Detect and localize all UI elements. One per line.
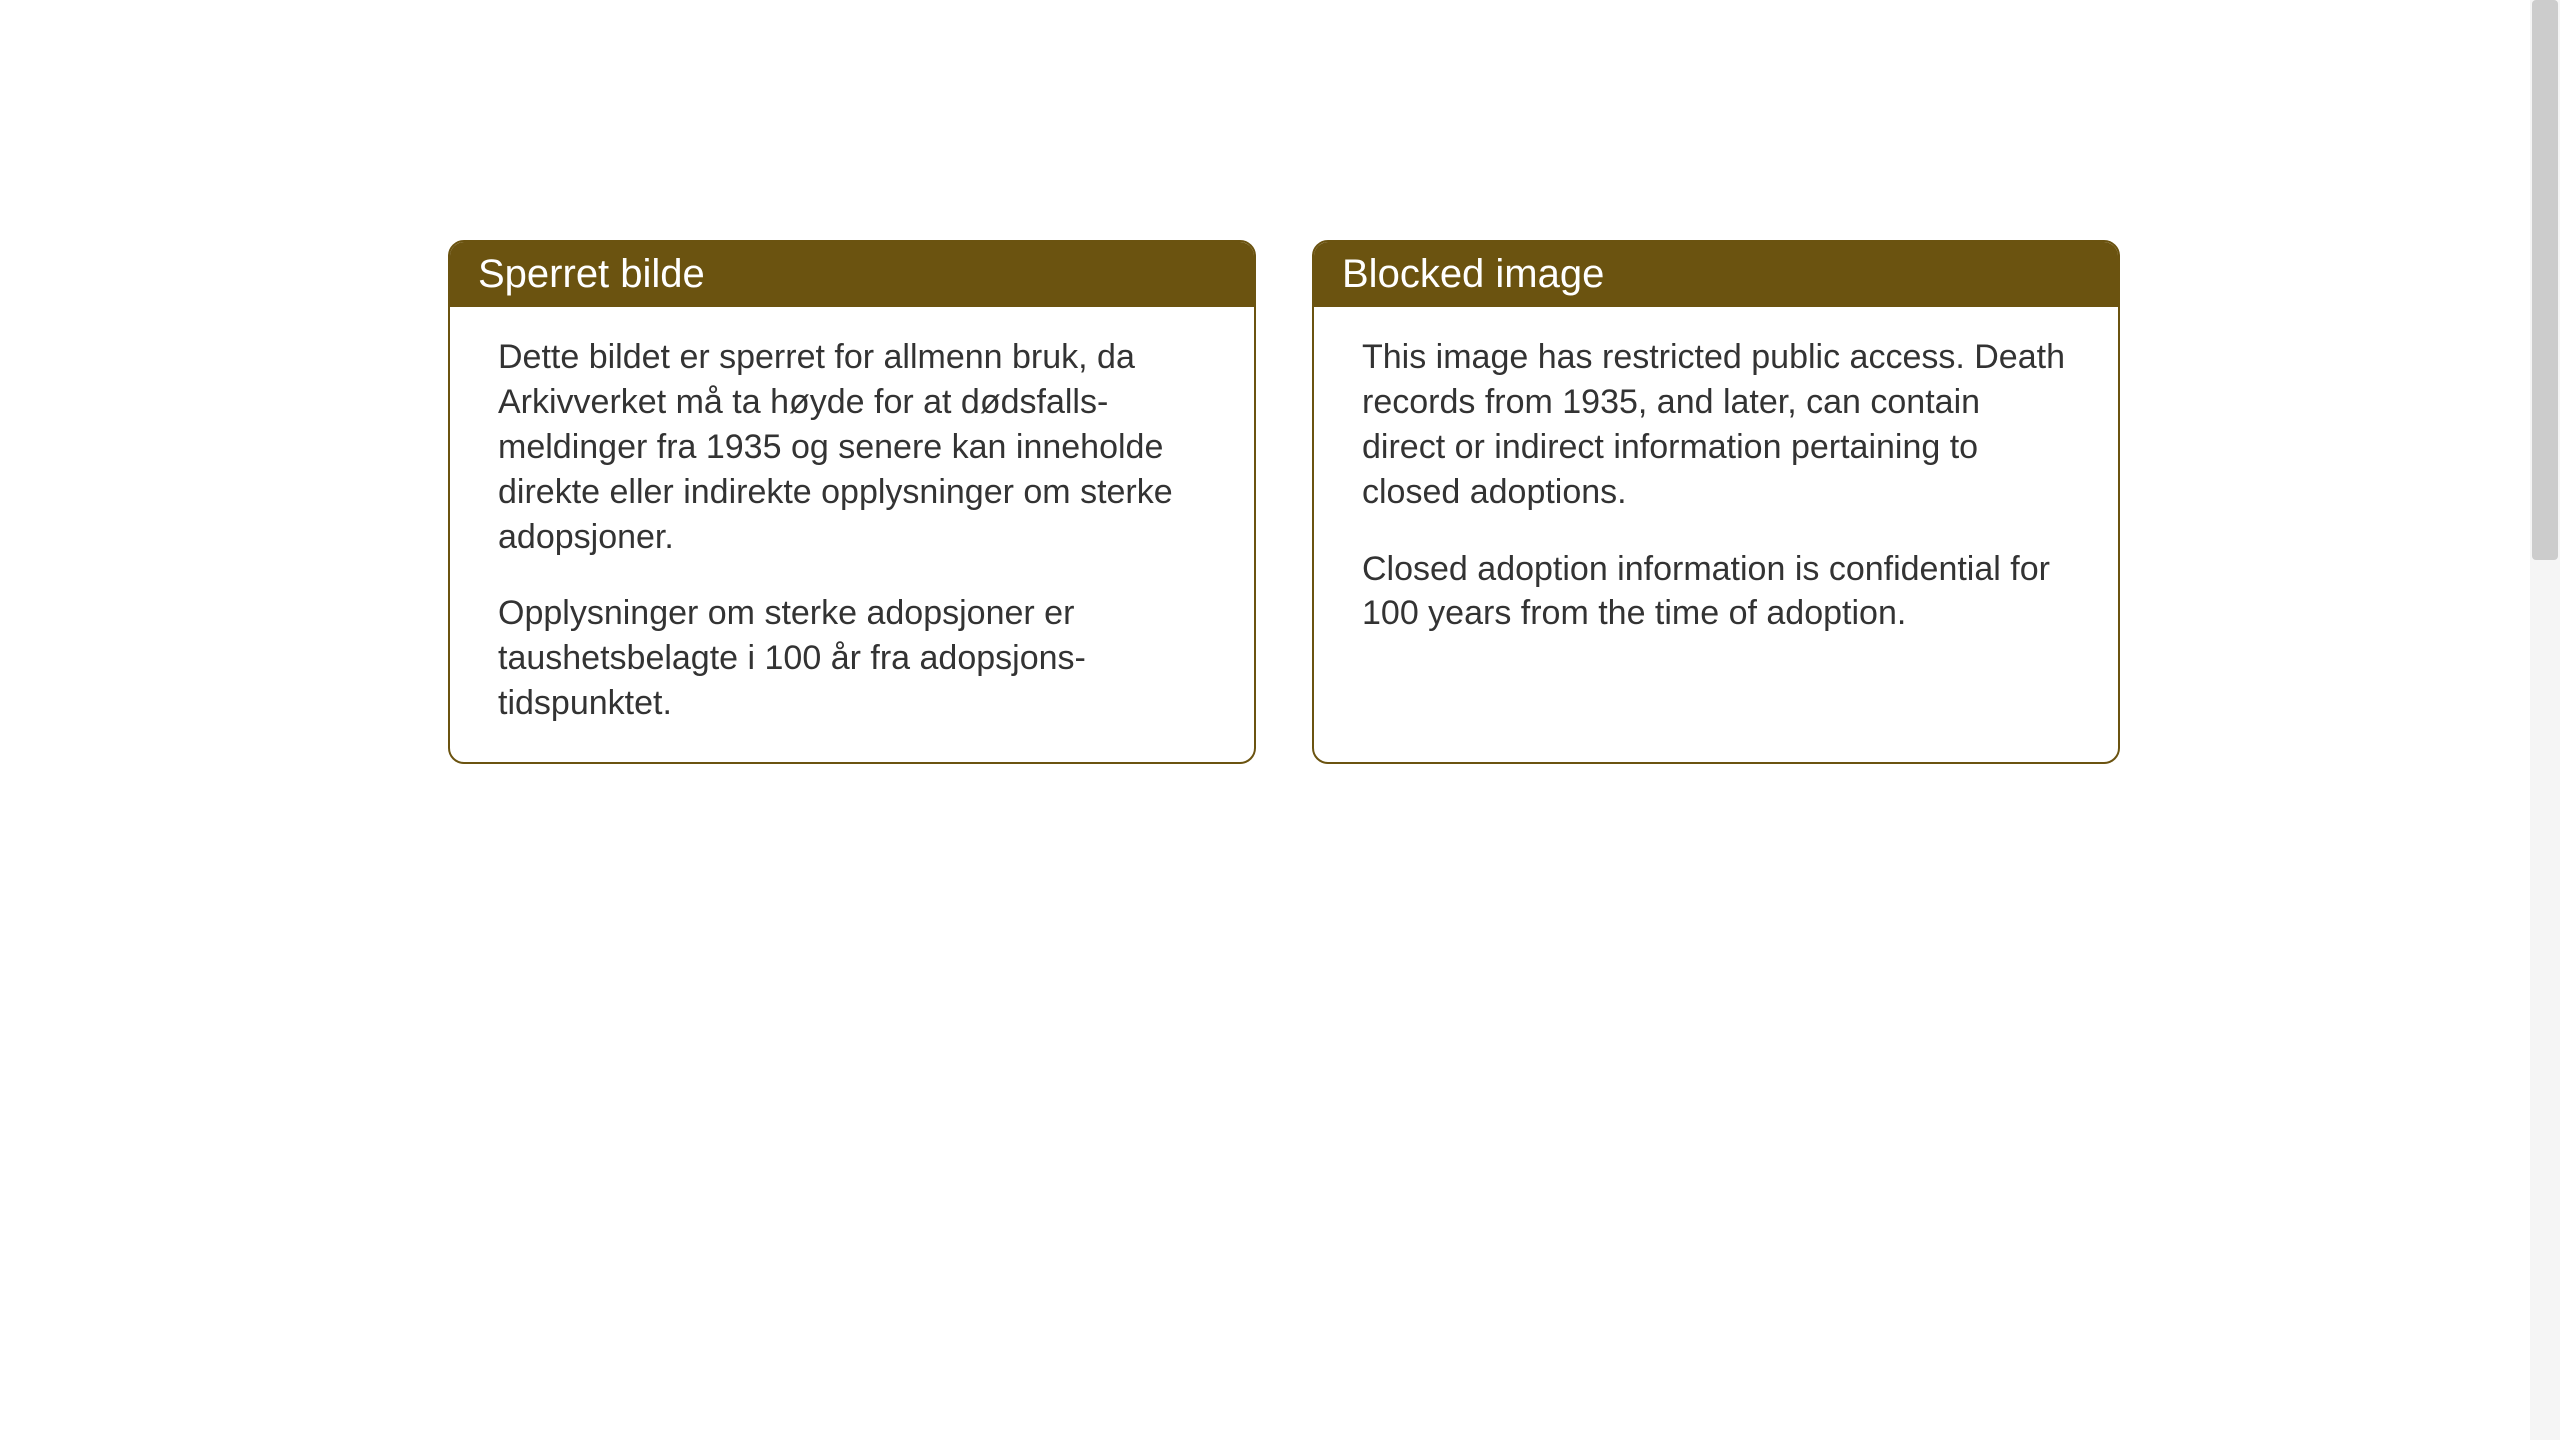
norwegian-paragraph-2: Opplysninger om sterke adopsjoner er tau… [498,591,1206,726]
english-card-body: This image has restricted public access.… [1314,307,2118,672]
norwegian-notice-card: Sperret bilde Dette bildet er sperret fo… [448,240,1256,764]
notice-container: Sperret bilde Dette bildet er sperret fo… [448,240,2120,764]
norwegian-card-body: Dette bildet er sperret for allmenn bruk… [450,307,1254,762]
norwegian-card-title: Sperret bilde [450,242,1254,307]
norwegian-paragraph-1: Dette bildet er sperret for allmenn bruk… [498,335,1206,559]
english-card-title: Blocked image [1314,242,2118,307]
scrollbar-thumb[interactable] [2532,0,2558,560]
english-paragraph-2: Closed adoption information is confident… [1362,547,2070,637]
scrollbar-track[interactable] [2530,0,2560,1440]
english-notice-card: Blocked image This image has restricted … [1312,240,2120,764]
english-paragraph-1: This image has restricted public access.… [1362,335,2070,515]
